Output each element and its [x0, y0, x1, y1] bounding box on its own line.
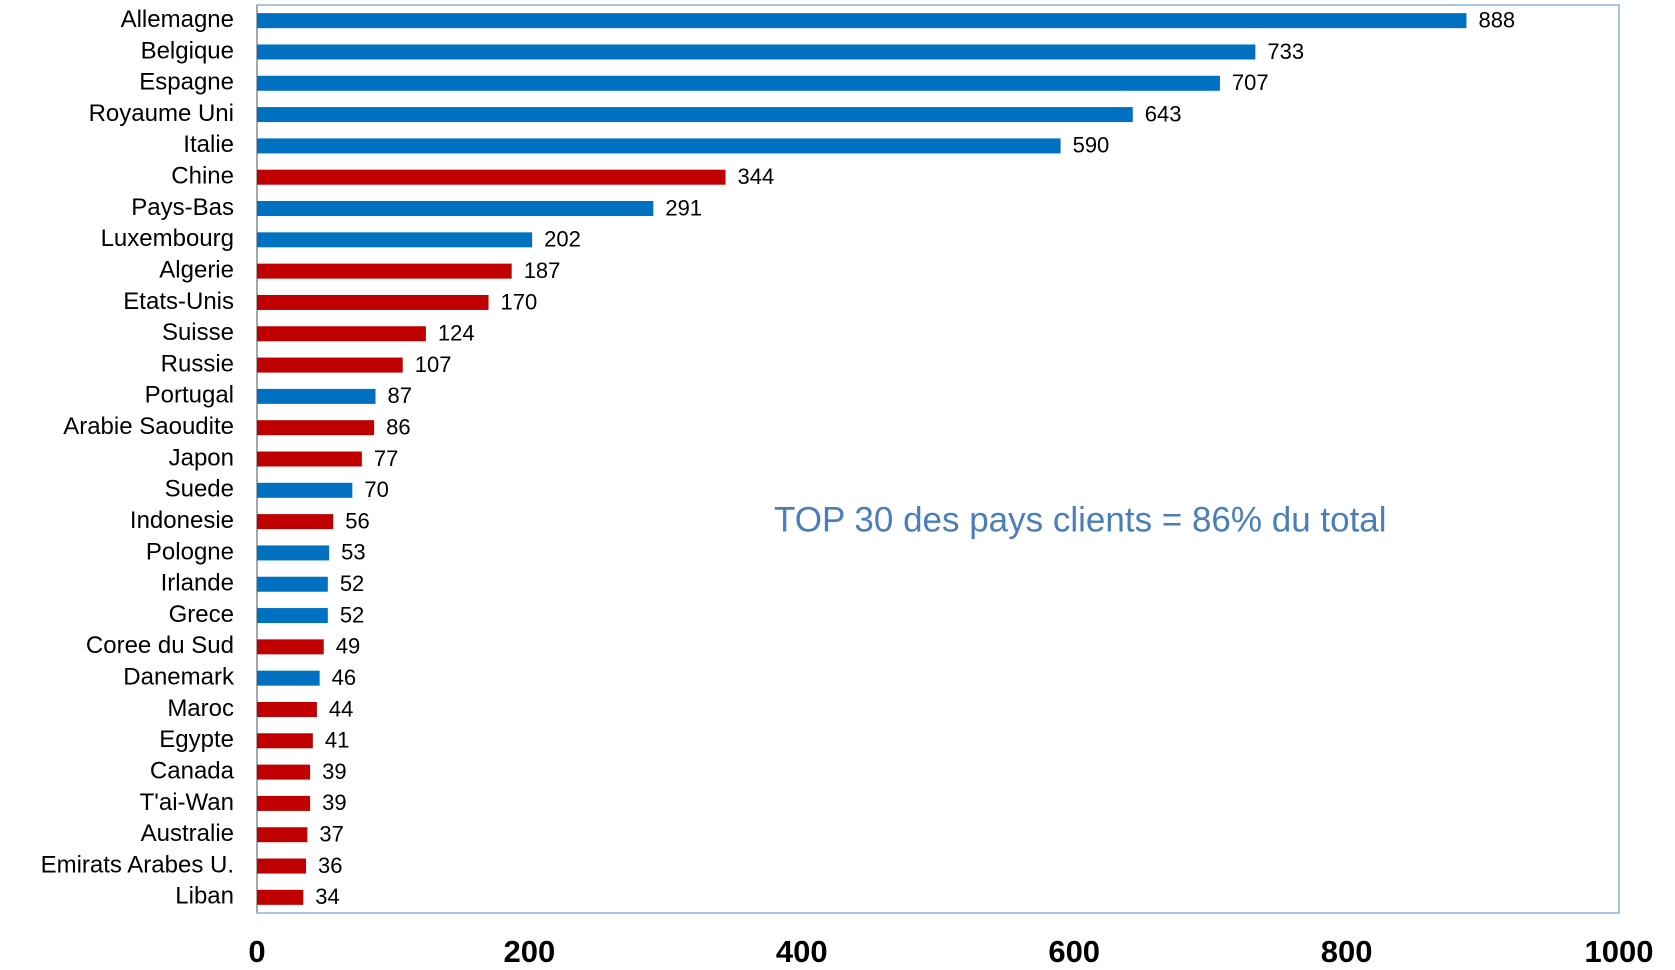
- bar: [257, 482, 353, 498]
- value-label: 53: [341, 540, 365, 565]
- y-tick-label: Luxembourg: [101, 225, 234, 252]
- value-label: 888: [1478, 7, 1515, 32]
- y-tick-label: Coree du Sud: [86, 632, 234, 659]
- value-label: 187: [524, 258, 561, 283]
- bar: [257, 858, 307, 874]
- y-tick-label: Emirats Arabes U.: [41, 851, 234, 878]
- value-label: 39: [322, 759, 346, 784]
- y-tick-label: Irlande: [161, 570, 234, 597]
- bar: [257, 294, 489, 310]
- value-label: 70: [364, 477, 388, 502]
- y-tick-label: Italie: [183, 131, 234, 158]
- y-tick-label: T'ai-Wan: [140, 789, 234, 816]
- y-tick-label: Suede: [165, 476, 234, 503]
- y-tick-label: Maroc: [167, 695, 234, 722]
- y-tick-label: Belgique: [141, 37, 234, 64]
- bar: [257, 326, 426, 342]
- x-tick-label: 200: [504, 934, 556, 969]
- bar: [257, 764, 311, 780]
- value-label: 643: [1145, 101, 1182, 126]
- value-label: 52: [340, 571, 364, 596]
- x-tick-label: 1000: [1585, 934, 1654, 969]
- y-tick-label: Egypte: [159, 726, 234, 753]
- annotation: TOP 30 des pays clients = 86% du total: [774, 500, 1387, 539]
- y-tick-label: Portugal: [145, 382, 234, 409]
- value-label: 87: [387, 383, 411, 408]
- value-label: 34: [315, 884, 339, 909]
- bar: [257, 701, 317, 717]
- y-tick-label: Russie: [161, 350, 234, 377]
- x-tick-label: 600: [1048, 934, 1100, 969]
- value-label: 202: [544, 227, 581, 252]
- value-label: 36: [318, 853, 342, 878]
- value-label: 52: [340, 602, 364, 627]
- value-label: 56: [345, 508, 369, 533]
- value-label: 733: [1267, 39, 1304, 64]
- value-label: 46: [332, 665, 356, 690]
- value-label: 707: [1232, 70, 1269, 95]
- value-label: 44: [329, 696, 353, 721]
- y-tick-label: Allemagne: [121, 6, 234, 33]
- y-tick-label: Liban: [175, 883, 234, 910]
- y-tick-label: Suisse: [162, 319, 234, 346]
- y-tick-label: Chine: [171, 163, 234, 190]
- bar: [257, 795, 311, 811]
- y-tick-label: Algerie: [159, 256, 234, 283]
- y-tick-label: Grece: [169, 601, 234, 628]
- y-tick-label: Japon: [169, 444, 234, 471]
- bar: [257, 169, 726, 185]
- x-tick-label: 400: [776, 934, 828, 969]
- bar: [257, 263, 512, 279]
- y-tick-label: Australie: [141, 820, 234, 847]
- value-label: 49: [336, 634, 360, 659]
- value-label: 170: [501, 289, 538, 314]
- bar: [257, 420, 375, 436]
- value-label: 590: [1073, 133, 1110, 158]
- bar: [257, 576, 328, 592]
- value-label: 344: [738, 164, 775, 189]
- bar: [257, 388, 376, 404]
- y-tick-label: Indonesie: [130, 507, 234, 534]
- y-tick-label: Pays-Bas: [131, 194, 234, 221]
- bar: [257, 357, 403, 373]
- value-label: 124: [438, 321, 475, 346]
- value-label: 37: [319, 822, 343, 847]
- value-label: 86: [386, 415, 410, 440]
- y-tick-label: Danemark: [123, 664, 235, 691]
- y-tick-label: Etats-Unis: [123, 288, 234, 315]
- value-label: 291: [665, 195, 702, 220]
- bar: [257, 639, 324, 655]
- bar: [257, 107, 1133, 123]
- y-tick-label: Espagne: [139, 69, 234, 96]
- y-tick-label: Royaume Uni: [89, 100, 234, 127]
- value-label: 41: [325, 728, 349, 753]
- bar: [257, 545, 330, 561]
- x-tick-label: 0: [248, 934, 265, 969]
- value-label: 77: [374, 446, 398, 471]
- y-tick-label: Pologne: [146, 538, 234, 565]
- bar: [257, 608, 328, 624]
- y-tick-label: Arabie Saoudite: [63, 413, 234, 440]
- value-label: 39: [322, 790, 346, 815]
- bar: [257, 514, 334, 530]
- value-label: 107: [415, 352, 452, 377]
- bar: [257, 138, 1061, 154]
- bar: [257, 232, 533, 248]
- bar: [257, 889, 304, 905]
- x-tick-label: 800: [1321, 934, 1373, 969]
- bar: [257, 451, 362, 467]
- bar: [257, 827, 308, 843]
- y-tick-label: Canada: [150, 757, 235, 784]
- bar: [257, 75, 1220, 91]
- bar: [257, 733, 313, 749]
- bar: [257, 13, 1467, 29]
- bar: [257, 201, 654, 217]
- bar: [257, 44, 1256, 60]
- bar: [257, 670, 320, 686]
